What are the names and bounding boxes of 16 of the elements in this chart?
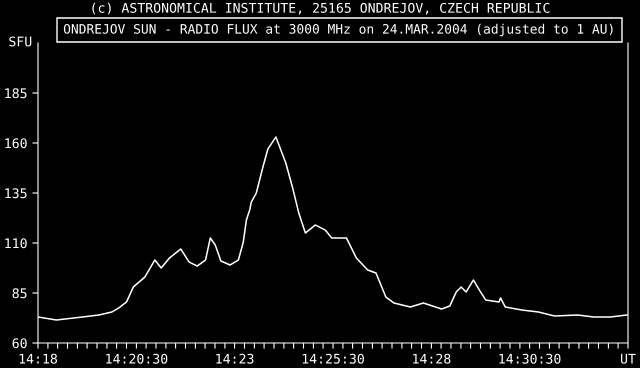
chart-title: (c) ASTRONOMICAL INSTITUTE, 25165 ONDREJOV, CZECH REPUBLIC xyxy=(92,2,550,15)
y-axis-title: SFU xyxy=(9,36,32,46)
x-tick-label: 14:23 xyxy=(216,354,254,364)
y-tick-label: 60 xyxy=(12,338,27,348)
x-tick-label: 14:18 xyxy=(20,354,58,364)
chart-subtitle: ONDREJOV SUN - RADIO FLUX at 3000 MHz on 24.MAR.2004 (adjusted to 1 AU) xyxy=(64,24,613,36)
x-tick-label: UT xyxy=(621,354,636,364)
y-tick-label: 135 xyxy=(5,188,27,198)
x-tick-label: 14:30:30 xyxy=(499,354,561,364)
x-tick-label: 14:20:30 xyxy=(106,354,168,364)
y-tick-label: 110 xyxy=(5,238,27,248)
y-tick-label: 85 xyxy=(12,288,27,298)
y-tick-label: 185 xyxy=(5,88,27,98)
x-tick-label: 14:25:30 xyxy=(302,354,364,364)
x-tick-label: 14:28 xyxy=(413,354,450,364)
y-tick-label: 160 xyxy=(5,138,27,148)
